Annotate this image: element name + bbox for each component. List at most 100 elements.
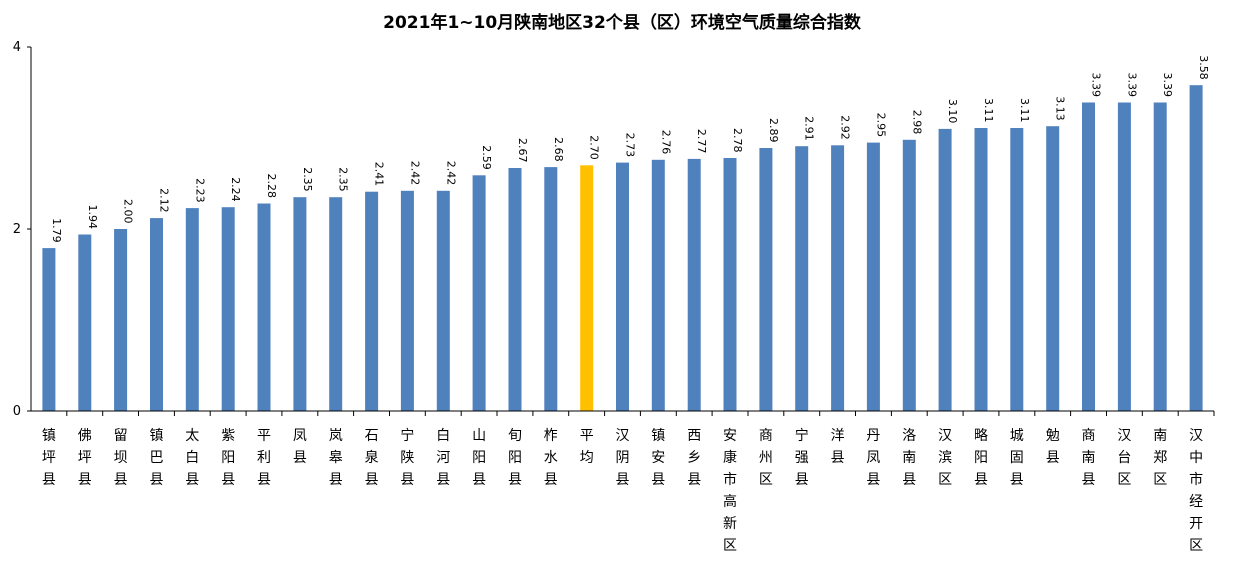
data-label: 2.98 (910, 110, 923, 135)
y-tick-label: 2 (13, 222, 21, 237)
data-label: 2.95 (874, 113, 887, 138)
data-label: 3.39 (1161, 73, 1174, 98)
bar (1153, 102, 1167, 411)
bar (329, 197, 343, 411)
bar (687, 158, 701, 411)
bar (974, 128, 988, 411)
bar (759, 148, 773, 411)
bar (938, 128, 952, 411)
data-label: 3.39 (1090, 73, 1103, 98)
bar (436, 190, 450, 411)
bar (472, 175, 486, 411)
category-label: 汉阴县 (616, 428, 630, 488)
category-label: 凤县 (293, 428, 307, 466)
bar (616, 162, 629, 411)
category-label: 汉中市经开区 (1189, 428, 1203, 554)
data-label: 1.79 (50, 218, 63, 243)
category-label: 商州区 (759, 428, 773, 488)
bar (1189, 85, 1203, 411)
bar (42, 248, 56, 411)
data-label: 3.11 (982, 98, 995, 123)
category-label: 洋县 (831, 428, 845, 466)
data-label: 2.59 (480, 145, 493, 170)
category-label: 西乡县 (687, 428, 701, 488)
bar (400, 190, 414, 411)
data-label: 2.76 (659, 130, 672, 155)
category-label: 汉台区 (1117, 428, 1131, 488)
bar (902, 139, 916, 412)
category-label: 商南县 (1082, 428, 1096, 488)
category-label: 城固县 (1010, 428, 1024, 488)
data-label: 2.24 (229, 177, 242, 202)
category-label: 石泉县 (365, 428, 379, 488)
bar (185, 208, 199, 411)
data-label: 3.13 (1054, 96, 1067, 121)
data-label: 3.58 (1197, 55, 1210, 79)
category-label: 洛南县 (902, 428, 916, 488)
bar (293, 197, 307, 411)
category-label: 丹凤县 (866, 428, 880, 488)
data-label: 3.11 (1018, 98, 1031, 123)
bar (78, 234, 92, 411)
data-label: 2.00 (122, 199, 135, 224)
y-tick-label: 0 (13, 404, 21, 419)
bar (580, 165, 594, 411)
category-label: 紫阳县 (221, 428, 235, 488)
chart-title: 2021年1~10月陕南地区32个县（区）环境空气质量综合指数 (383, 13, 861, 33)
category-label: 镇巴县 (150, 428, 164, 488)
category-label: 佛坪县 (78, 428, 92, 488)
bar (1046, 126, 1060, 411)
bar (150, 218, 163, 411)
category-label: 平利县 (257, 428, 271, 488)
bar (723, 158, 737, 411)
data-label: 3.10 (946, 99, 959, 124)
data-label: 3.39 (1125, 73, 1138, 98)
bar (866, 142, 880, 411)
bar (651, 159, 665, 411)
bar (508, 168, 522, 411)
data-label: 2.91 (803, 116, 816, 141)
data-label: 2.92 (839, 115, 852, 140)
data-label: 2.42 (408, 161, 421, 186)
category-label: 平均 (580, 428, 594, 466)
data-label: 2.28 (265, 174, 278, 199)
data-label: 2.35 (301, 167, 314, 192)
category-label: 镇安县 (651, 428, 665, 488)
category-label: 山阳县 (472, 428, 486, 488)
data-label: 2.41 (373, 162, 386, 187)
bar (257, 203, 271, 411)
category-label: 南郑区 (1153, 428, 1167, 488)
bar (544, 167, 558, 411)
category-label: 留坝县 (114, 428, 128, 488)
bar (221, 207, 235, 411)
category-label: 略阳县 (974, 428, 988, 488)
category-label: 勉县 (1046, 428, 1060, 466)
data-label: 2.77 (695, 129, 708, 154)
category-label: 宁陕县 (400, 427, 414, 488)
y-tick-label: 4 (13, 40, 21, 55)
category-label: 镇坪县 (42, 428, 56, 488)
bar (365, 191, 379, 411)
category-label: 岚皋县 (329, 428, 343, 488)
category-label: 旬阳县 (508, 428, 522, 488)
data-label: 2.23 (193, 178, 206, 203)
category-label: 宁强县 (795, 427, 809, 488)
data-label: 2.70 (588, 135, 601, 160)
data-label: 2.89 (767, 118, 780, 143)
category-label: 柞水县 (544, 428, 558, 488)
data-label: 1.94 (86, 205, 99, 230)
data-label: 2.12 (158, 188, 171, 213)
bar (831, 145, 845, 412)
category-label: 安康市高新区 (723, 428, 737, 554)
bar (1117, 102, 1131, 411)
bar (114, 229, 128, 411)
bar (1082, 102, 1095, 411)
data-label: 2.68 (552, 137, 565, 162)
bar (1010, 128, 1024, 411)
category-label: 汉滨区 (938, 428, 952, 488)
bar (795, 146, 809, 411)
category-label: 白河县 (436, 428, 450, 488)
data-label: 2.78 (731, 128, 744, 153)
data-label: 2.35 (337, 167, 350, 192)
